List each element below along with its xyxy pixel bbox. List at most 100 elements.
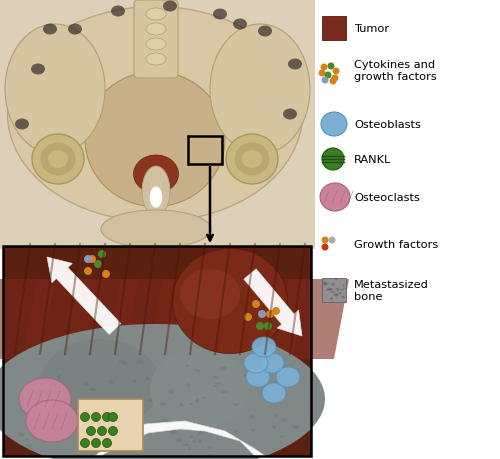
Ellipse shape xyxy=(32,134,84,185)
Ellipse shape xyxy=(62,433,66,437)
Circle shape xyxy=(264,322,272,330)
Ellipse shape xyxy=(122,440,128,442)
Circle shape xyxy=(84,268,92,275)
Ellipse shape xyxy=(180,403,184,407)
Ellipse shape xyxy=(168,389,174,394)
FancyArrow shape xyxy=(47,257,121,335)
Circle shape xyxy=(256,322,264,330)
Ellipse shape xyxy=(200,427,206,430)
Ellipse shape xyxy=(276,367,300,387)
Ellipse shape xyxy=(280,436,284,438)
Circle shape xyxy=(108,413,118,421)
Ellipse shape xyxy=(213,376,220,379)
Ellipse shape xyxy=(336,288,338,289)
Ellipse shape xyxy=(326,283,328,285)
Circle shape xyxy=(330,78,336,85)
Ellipse shape xyxy=(341,296,345,299)
Ellipse shape xyxy=(330,297,333,300)
Ellipse shape xyxy=(213,10,227,21)
Ellipse shape xyxy=(320,184,350,212)
Ellipse shape xyxy=(213,385,218,387)
Ellipse shape xyxy=(258,27,272,38)
Circle shape xyxy=(332,68,340,75)
Ellipse shape xyxy=(88,388,96,392)
Ellipse shape xyxy=(198,439,202,444)
Polygon shape xyxy=(274,280,349,359)
Ellipse shape xyxy=(146,39,166,51)
Text: Metastasized
bone: Metastasized bone xyxy=(354,279,429,302)
Text: RANKL: RANKL xyxy=(354,155,391,165)
Ellipse shape xyxy=(210,25,310,155)
Bar xyxy=(3,246,311,456)
Ellipse shape xyxy=(194,369,201,372)
Ellipse shape xyxy=(189,435,194,438)
Text: Osteoclasts: Osteoclasts xyxy=(354,193,420,202)
Ellipse shape xyxy=(243,374,250,379)
Ellipse shape xyxy=(248,370,250,374)
Ellipse shape xyxy=(343,288,346,289)
Bar xyxy=(188,137,222,165)
Circle shape xyxy=(332,75,338,82)
Ellipse shape xyxy=(15,119,29,130)
Circle shape xyxy=(98,426,106,436)
Ellipse shape xyxy=(321,113,347,137)
Circle shape xyxy=(322,237,328,244)
Ellipse shape xyxy=(281,418,287,422)
Ellipse shape xyxy=(146,54,166,66)
Ellipse shape xyxy=(142,167,170,217)
Polygon shape xyxy=(95,421,265,456)
Ellipse shape xyxy=(262,383,286,403)
Circle shape xyxy=(322,77,328,84)
Polygon shape xyxy=(148,280,223,359)
Circle shape xyxy=(318,70,326,77)
Ellipse shape xyxy=(242,151,262,168)
Ellipse shape xyxy=(108,431,112,434)
Circle shape xyxy=(92,413,100,421)
Ellipse shape xyxy=(84,382,89,386)
Ellipse shape xyxy=(335,279,338,280)
Ellipse shape xyxy=(226,134,278,185)
Polygon shape xyxy=(0,280,55,359)
Ellipse shape xyxy=(43,24,57,35)
Ellipse shape xyxy=(122,362,128,365)
Circle shape xyxy=(328,237,336,244)
FancyBboxPatch shape xyxy=(134,1,178,79)
Ellipse shape xyxy=(202,397,206,399)
Ellipse shape xyxy=(233,403,238,406)
Ellipse shape xyxy=(187,383,190,388)
Ellipse shape xyxy=(118,360,126,363)
FancyBboxPatch shape xyxy=(322,279,346,302)
Ellipse shape xyxy=(102,400,108,403)
Bar xyxy=(3,246,311,456)
Ellipse shape xyxy=(40,143,76,176)
Ellipse shape xyxy=(336,289,339,291)
Circle shape xyxy=(266,310,274,318)
Ellipse shape xyxy=(136,360,144,364)
Ellipse shape xyxy=(52,401,59,403)
Ellipse shape xyxy=(40,339,160,429)
Ellipse shape xyxy=(323,284,327,286)
Circle shape xyxy=(80,438,90,448)
Ellipse shape xyxy=(157,421,162,423)
Ellipse shape xyxy=(198,432,204,435)
Ellipse shape xyxy=(110,442,115,445)
Ellipse shape xyxy=(52,402,56,407)
FancyArrow shape xyxy=(244,269,302,336)
Ellipse shape xyxy=(26,400,78,442)
Polygon shape xyxy=(106,280,181,359)
Circle shape xyxy=(328,63,334,70)
Polygon shape xyxy=(190,280,265,359)
Ellipse shape xyxy=(270,391,274,394)
Circle shape xyxy=(88,256,96,263)
Circle shape xyxy=(252,300,260,308)
Ellipse shape xyxy=(58,375,61,380)
Ellipse shape xyxy=(207,446,212,449)
Ellipse shape xyxy=(163,1,177,12)
Circle shape xyxy=(272,308,280,315)
Ellipse shape xyxy=(266,398,274,403)
Ellipse shape xyxy=(260,353,284,373)
Ellipse shape xyxy=(251,429,255,431)
Ellipse shape xyxy=(326,290,330,291)
Circle shape xyxy=(98,251,106,258)
Ellipse shape xyxy=(90,425,98,429)
